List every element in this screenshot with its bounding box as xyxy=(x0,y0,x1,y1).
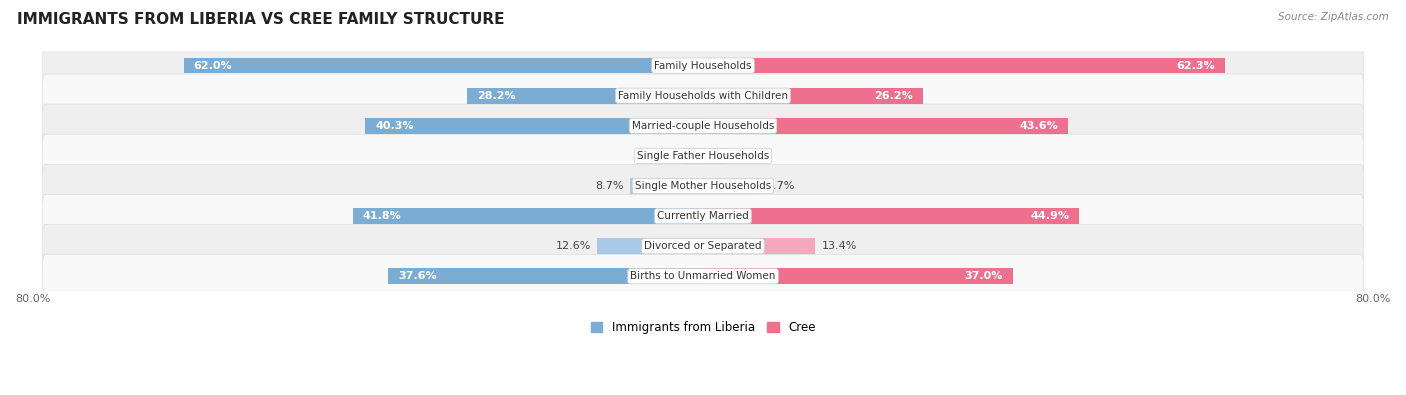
FancyBboxPatch shape xyxy=(42,44,1364,87)
Bar xyxy=(353,208,703,224)
Text: 6.7%: 6.7% xyxy=(766,181,794,191)
Bar xyxy=(682,148,703,164)
FancyBboxPatch shape xyxy=(42,104,1364,147)
Text: IMMIGRANTS FROM LIBERIA VS CREE FAMILY STRUCTURE: IMMIGRANTS FROM LIBERIA VS CREE FAMILY S… xyxy=(17,12,505,27)
FancyBboxPatch shape xyxy=(42,224,1364,268)
Bar xyxy=(703,238,815,254)
Text: Married-couple Households: Married-couple Households xyxy=(631,121,775,131)
Bar xyxy=(703,118,1069,134)
FancyBboxPatch shape xyxy=(42,74,1364,117)
Text: Family Households: Family Households xyxy=(654,60,752,71)
Text: 37.6%: 37.6% xyxy=(398,271,437,281)
Text: Currently Married: Currently Married xyxy=(657,211,749,221)
Text: 13.4%: 13.4% xyxy=(823,241,858,251)
Text: Family Households with Children: Family Households with Children xyxy=(619,91,787,101)
Bar xyxy=(467,88,703,103)
Text: 37.0%: 37.0% xyxy=(965,271,1002,281)
Bar xyxy=(703,88,922,103)
Bar xyxy=(703,178,759,194)
Text: Source: ZipAtlas.com: Source: ZipAtlas.com xyxy=(1278,12,1389,22)
Bar xyxy=(366,118,703,134)
FancyBboxPatch shape xyxy=(42,194,1364,238)
Text: 44.9%: 44.9% xyxy=(1031,211,1069,221)
Bar xyxy=(703,269,1012,284)
Text: 26.2%: 26.2% xyxy=(873,91,912,101)
Text: 62.3%: 62.3% xyxy=(1177,60,1215,71)
Bar xyxy=(388,269,703,284)
Text: 2.8%: 2.8% xyxy=(733,151,762,161)
Bar xyxy=(598,238,703,254)
Bar xyxy=(703,208,1080,224)
Text: Single Father Households: Single Father Households xyxy=(637,151,769,161)
Bar xyxy=(184,58,703,73)
Text: 28.2%: 28.2% xyxy=(477,91,516,101)
Bar xyxy=(630,178,703,194)
Text: 8.7%: 8.7% xyxy=(595,181,623,191)
Text: 62.0%: 62.0% xyxy=(194,60,232,71)
Bar xyxy=(703,58,1225,73)
Text: 12.6%: 12.6% xyxy=(555,241,591,251)
Bar xyxy=(703,148,727,164)
Text: 41.8%: 41.8% xyxy=(363,211,402,221)
Legend: Immigrants from Liberia, Cree: Immigrants from Liberia, Cree xyxy=(586,316,820,339)
Text: Divorced or Separated: Divorced or Separated xyxy=(644,241,762,251)
Text: 40.3%: 40.3% xyxy=(375,121,413,131)
Text: 43.6%: 43.6% xyxy=(1019,121,1059,131)
FancyBboxPatch shape xyxy=(42,164,1364,208)
Text: Single Mother Households: Single Mother Households xyxy=(636,181,770,191)
FancyBboxPatch shape xyxy=(42,134,1364,178)
Text: Births to Unmarried Women: Births to Unmarried Women xyxy=(630,271,776,281)
FancyBboxPatch shape xyxy=(42,255,1364,298)
Text: 2.5%: 2.5% xyxy=(647,151,675,161)
